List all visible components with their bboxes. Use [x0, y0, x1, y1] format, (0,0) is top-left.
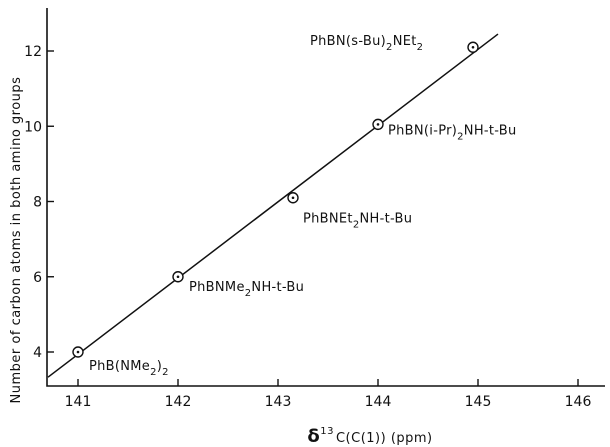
x-tick-label: 145 [465, 394, 492, 410]
ticks: 141 142 143 144 145 146 4 6 8 10 12 [24, 44, 591, 410]
x-tick-label: 146 [565, 394, 592, 410]
y-tick-label: 12 [24, 44, 42, 60]
point-labels: PhB(NMe2)2 PhBNMe2NH-t-Bu PhBNEt2NH-t-Bu Ph… [89, 34, 517, 378]
data-points [72, 41, 479, 358]
axis-frame [46, 8, 605, 387]
x-tick-label: 142 [165, 394, 192, 410]
point-label: PhB(NMe2)2 [89, 359, 169, 378]
y-tick-label: 10 [24, 119, 42, 135]
x-tick-label: 141 [65, 394, 92, 410]
data-point [287, 192, 299, 204]
point-marker-dot [176, 275, 180, 279]
point-marker-dot [471, 45, 475, 49]
axes [46, 8, 605, 387]
x-tick-label: 144 [365, 394, 392, 410]
x-axis-label-rest: C(C(1)) (ppm) [336, 431, 433, 446]
y-tick-label: 6 [33, 270, 42, 286]
data-point [372, 118, 384, 131]
point-label: PhBNEt2NH-t-Bu [303, 212, 412, 231]
point-label: PhBN(i-Pr)2NH-t-Bu [388, 123, 517, 142]
x-axis-label: δ13 C(C(1)) (ppm) [307, 426, 432, 447]
point-marker-dot [291, 196, 295, 200]
point-label: PhBN(s-Bu)2NEt2 [310, 34, 423, 53]
data-point [467, 41, 479, 53]
data-point [72, 346, 84, 358]
x-axis-label-delta: δ [307, 426, 320, 447]
data-point [172, 271, 184, 283]
point-marker-dot [76, 350, 80, 354]
fit-line-group [47, 33, 499, 378]
y-axis-label: Number of carbon atoms in both amino gro… [9, 77, 24, 404]
y-tick-label: 8 [33, 195, 42, 211]
x-tick-label: 143 [265, 394, 292, 410]
x-axis-label-sup: 13 [320, 426, 334, 437]
regression-line [47, 33, 499, 378]
point-marker-dot [376, 123, 380, 126]
point-label: PhBNMe2NH-t-Bu [189, 280, 304, 299]
y-tick-label: 4 [33, 345, 42, 361]
